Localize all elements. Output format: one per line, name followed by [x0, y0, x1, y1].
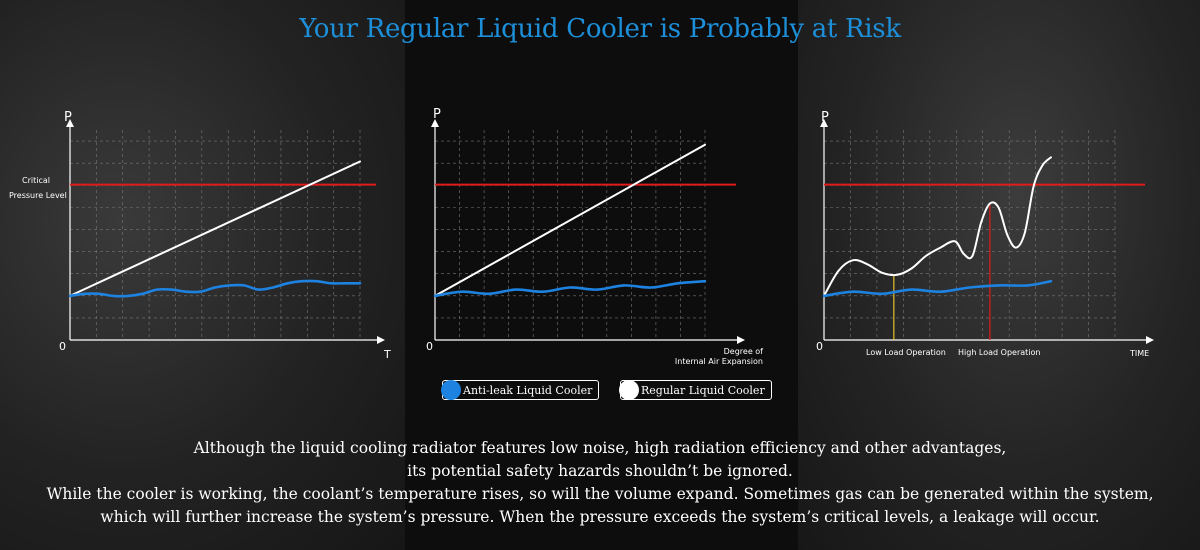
description-line-3: While the cooler is working, the coolant… [46, 485, 1154, 503]
chart3-high-load-label: High Load Operation [958, 348, 1040, 357]
page-title: Your Regular Liquid Cooler is Probably a… [299, 14, 901, 44]
chart2-y-label: P [433, 107, 441, 122]
chart1-y-label: P [64, 110, 72, 125]
chart2-x-label-1: Degree of [724, 347, 764, 356]
chart1-anti-leak-line [68, 279, 362, 298]
chart2-regular-line [434, 143, 706, 297]
chart-marks [66, 119, 1154, 344]
chart2-x-arrow-icon [737, 336, 745, 344]
legend-blue-dot-icon [441, 380, 461, 400]
description-paragraph: Although the liquid cooling radiator fea… [0, 437, 1200, 529]
legend-white-dot-icon [619, 380, 639, 400]
background-left [0, 0, 405, 550]
chart3-low-load-label: Low Load Operation [866, 348, 946, 357]
legend-regular-label: Regular Liquid Cooler [641, 383, 765, 397]
chart3-x-arrow-icon [1146, 336, 1154, 344]
chart1-x-arrow-icon [377, 336, 385, 344]
description-line-2: its potential safety hazards shouldn’t b… [407, 462, 793, 480]
chart3-anti-leak-line [822, 279, 1053, 298]
chart1-critical-label-1: Critical [22, 176, 50, 185]
description-line-1: Although the liquid cooling radiator fea… [193, 439, 1007, 457]
chart1-y-arrow-icon [66, 119, 74, 127]
legend-anti-leak: Anti-leak Liquid Cooler [441, 380, 600, 400]
chart2-y-arrow-icon [431, 119, 439, 127]
chart3-y-label: P [821, 110, 829, 125]
chart3-origin-label: 0 [816, 340, 823, 353]
chart1-critical-label-2: Pressure Level [9, 191, 67, 200]
chart2-origin-label: 0 [426, 340, 433, 353]
legend-regular: Regular Liquid Cooler [619, 380, 772, 400]
chart3-x-label: TIME [1129, 349, 1149, 358]
description-line-4: which will further increase the system’s… [100, 508, 1100, 526]
chart1-regular-line [69, 160, 361, 297]
chart3-regular-line [823, 156, 1052, 297]
background-right [798, 0, 1200, 550]
legend-anti-leak-label: Anti-leak Liquid Cooler [463, 383, 593, 397]
chart1-x-label: T [383, 348, 391, 361]
chart2-anti-leak-line [433, 279, 707, 298]
chart3-y-arrow-icon [820, 119, 828, 127]
chart1-origin-label: 0 [59, 340, 66, 353]
chart2-x-label-2: Internal Air Expansion [675, 357, 763, 366]
